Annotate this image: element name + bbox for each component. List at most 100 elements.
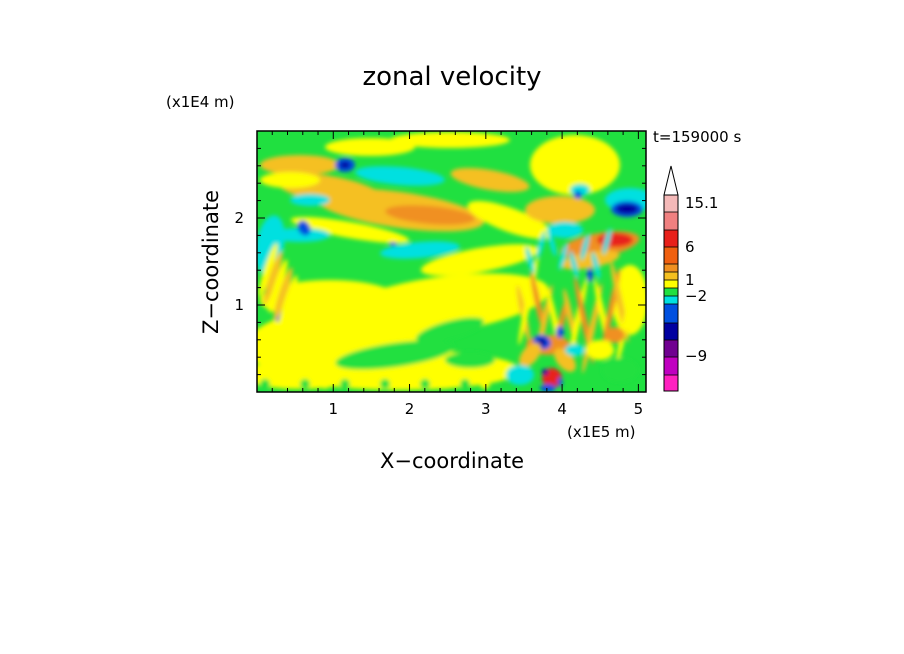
colorbar xyxy=(663,165,679,392)
x-tick-label: 3 xyxy=(481,400,491,418)
contour-region xyxy=(325,138,415,156)
contour-region xyxy=(538,338,546,346)
colorbar-swatch xyxy=(664,375,678,391)
contour-region xyxy=(280,379,290,389)
contour-region xyxy=(445,352,495,368)
y-unit-label: (x1E4 m) xyxy=(166,93,235,111)
contour-region xyxy=(557,377,563,387)
x-tick-label: 2 xyxy=(405,400,415,418)
contour-region xyxy=(480,379,490,389)
contour-region xyxy=(380,379,390,389)
contour-region xyxy=(380,241,460,259)
colorbar-label: 6 xyxy=(685,238,695,256)
contour-region xyxy=(547,222,583,238)
contour-region xyxy=(540,384,556,392)
colorbar-swatch xyxy=(664,230,678,247)
contour-region xyxy=(385,205,475,225)
colorbar-swatch xyxy=(664,357,678,375)
contour-region xyxy=(530,135,620,195)
contour-region xyxy=(605,327,625,343)
contour-region xyxy=(420,244,540,276)
y-tick-label: 1 xyxy=(234,296,244,314)
x-tick-label: 5 xyxy=(634,400,644,418)
colorbar-swatch xyxy=(664,212,678,230)
contour-region xyxy=(530,271,545,331)
contour-region xyxy=(547,229,557,257)
colorbar-label: 1 xyxy=(685,271,695,289)
contour-region xyxy=(536,231,546,259)
colorbar-swatch xyxy=(664,323,678,340)
contour-region xyxy=(390,132,510,148)
contour-region xyxy=(554,348,576,372)
contour-region xyxy=(273,267,293,321)
contour-region xyxy=(258,243,278,297)
contour-region xyxy=(290,216,410,244)
axis-ticks xyxy=(257,131,646,392)
contour-region xyxy=(467,200,553,240)
contour-region xyxy=(569,250,579,279)
contour-region xyxy=(460,379,470,389)
contour-region xyxy=(602,358,638,382)
contour-region xyxy=(360,379,370,389)
contour-region xyxy=(525,246,535,274)
contour-region xyxy=(556,326,564,338)
plot-frame xyxy=(256,130,647,393)
contour-region xyxy=(263,251,283,305)
contour-region xyxy=(335,340,455,370)
contour-region xyxy=(389,242,397,246)
colorbar-label: −2 xyxy=(685,287,707,305)
colorbar-swatch xyxy=(664,195,678,212)
colorbar-swatch xyxy=(664,296,678,304)
y-tick-label: 2 xyxy=(234,209,244,227)
contour-region xyxy=(597,233,633,247)
contour-region xyxy=(340,379,350,389)
x-tick-label: 4 xyxy=(557,400,567,418)
colorbar-swatch xyxy=(664,288,678,296)
colorbar-swatch xyxy=(664,304,678,323)
contour-region xyxy=(558,243,568,271)
contour-region xyxy=(260,155,340,175)
contour-region xyxy=(506,365,534,385)
contour-region xyxy=(400,379,410,389)
contour-region xyxy=(565,344,585,356)
contour-region xyxy=(297,220,311,236)
contour-blobs xyxy=(257,132,646,392)
contour-region xyxy=(574,191,582,199)
colorbar-swatch xyxy=(664,340,678,357)
contour-region xyxy=(420,379,430,389)
contour-region xyxy=(300,379,310,389)
contour-region xyxy=(450,167,530,193)
contour-region xyxy=(602,227,612,255)
contour-region xyxy=(587,268,593,282)
contour-region xyxy=(616,274,637,366)
colorbar-frame xyxy=(663,194,679,392)
contour-field xyxy=(257,131,646,392)
colorbar-swatch xyxy=(664,247,678,264)
contour-region xyxy=(580,233,590,261)
x-tick-label: 1 xyxy=(329,400,339,418)
colorbar-label: 15.1 xyxy=(685,194,718,212)
contour-region xyxy=(591,251,601,279)
contour-region xyxy=(355,166,445,186)
colorbar-swatch xyxy=(664,264,678,272)
contour-region xyxy=(260,172,320,188)
x-unit-label: (x1E5 m) xyxy=(567,423,636,441)
x-axis-label: X−coordinate xyxy=(380,449,524,473)
colorbar-swatch xyxy=(664,272,678,280)
colorbar-labels: 15.1 6 1−2 −9 xyxy=(685,194,718,365)
contour-region xyxy=(278,275,298,329)
contour-region xyxy=(320,379,330,389)
contour-region xyxy=(568,278,588,362)
contour-region xyxy=(586,340,614,360)
contour-region xyxy=(268,259,288,313)
y-tick-labels: 12 xyxy=(234,209,244,314)
contour-region xyxy=(519,343,541,367)
contour-region xyxy=(440,379,450,389)
y-axis-label: Z−coordinate xyxy=(199,190,223,334)
contour-region xyxy=(260,379,270,389)
time-label: t=159000 s xyxy=(653,128,741,146)
contour-region xyxy=(542,369,548,375)
colorbar-label: −9 xyxy=(685,347,707,365)
chart-title: zonal velocity xyxy=(362,62,541,92)
